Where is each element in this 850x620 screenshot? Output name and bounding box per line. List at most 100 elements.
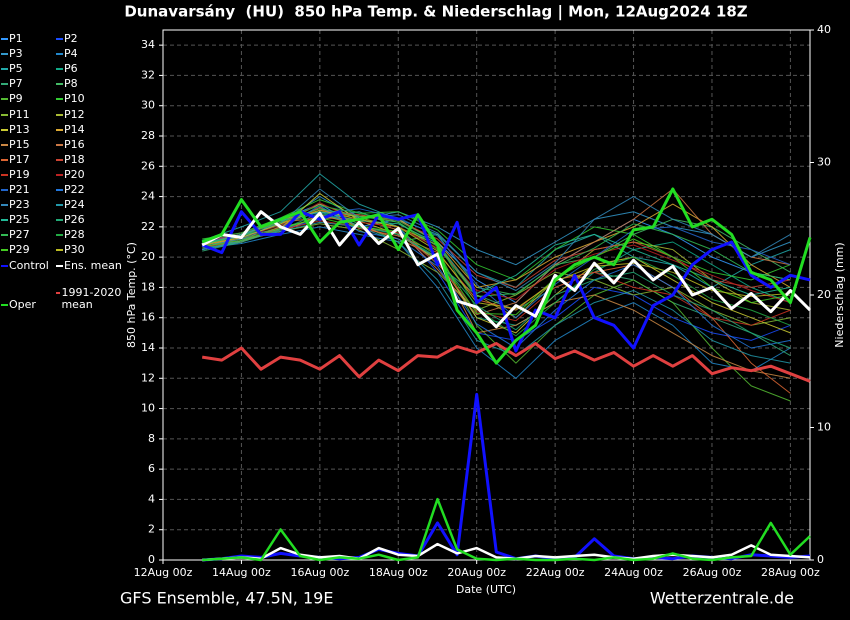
legend-entry: Control [1, 260, 49, 272]
legend-label: P16 [64, 139, 85, 151]
main-line [202, 344, 810, 382]
legend-label: P30 [64, 244, 85, 256]
legend-entry: P13 [1, 124, 30, 136]
y-tick-label: 10 [141, 402, 155, 415]
legend-swatch [56, 234, 63, 236]
x-tick-label: 16Aug 00z [290, 566, 349, 579]
legend-entry: Oper [1, 299, 36, 311]
legend-label: P11 [9, 109, 30, 121]
footer-left: GFS Ensemble, 47.5N, 19E [120, 589, 333, 608]
legend-swatch [1, 234, 8, 236]
legend-swatch [56, 292, 60, 294]
legend-label: P3 [9, 48, 23, 60]
y2-axis-label: Niederschlag (mm) [833, 242, 846, 347]
legend-swatch [56, 204, 63, 206]
legend-entry: P29 [1, 244, 30, 256]
legend-entry: P24 [56, 199, 85, 211]
legend-swatch [56, 98, 63, 100]
legend-label: P4 [64, 48, 78, 60]
legend-swatch [56, 174, 63, 176]
y-tick-label: 8 [148, 432, 155, 445]
legend-swatch [56, 38, 63, 40]
legend-entry: P19 [1, 169, 30, 181]
legend-label: P19 [9, 169, 30, 181]
legend-label: P14 [64, 124, 85, 136]
x-tick-label: 18Aug 00z [369, 566, 428, 579]
legend-swatch [1, 68, 8, 70]
legend-entry: P26 [56, 214, 85, 226]
legend-entry: P17 [1, 154, 30, 166]
y2-tick-label: 0 [817, 553, 824, 566]
x-tick-label: 28Aug 00z [761, 566, 820, 579]
legend-entry: P6 [56, 63, 78, 75]
x-tick-label: 24Aug 00z [604, 566, 663, 579]
legend-entry: P4 [56, 48, 78, 60]
y-tick-label: 34 [141, 38, 155, 51]
legend-entry: 1991-2020 mean [56, 287, 122, 311]
legend-swatch [56, 189, 63, 191]
y-tick-label: 22 [141, 220, 155, 233]
legend-swatch [1, 114, 8, 116]
y-tick-label: 18 [141, 280, 155, 293]
legend-entry: P28 [56, 229, 85, 241]
legend-swatch [1, 219, 8, 221]
y2-tick-label: 30 [817, 156, 831, 169]
legend-swatch [56, 114, 63, 116]
legend-swatch [56, 159, 63, 161]
legend-entry: P22 [56, 184, 85, 196]
y-tick-label: 28 [141, 129, 155, 142]
y-tick-label: 16 [141, 311, 155, 324]
precip-line [202, 394, 810, 560]
legend-label: P25 [9, 214, 30, 226]
member-line [202, 200, 790, 280]
legend-entry: P14 [56, 124, 85, 136]
legend-label: P18 [64, 154, 85, 166]
legend-entry: P1 [1, 33, 23, 45]
y-tick-label: 24 [141, 190, 155, 203]
member-line [202, 215, 790, 401]
legend-entry: P15 [1, 139, 30, 151]
legend-label: P26 [64, 214, 85, 226]
legend-entry: P8 [56, 78, 78, 90]
legend-entry: P3 [1, 48, 23, 60]
x-tick-label: 22Aug 00z [526, 566, 585, 579]
legend-label: P15 [9, 139, 30, 151]
legend-swatch [56, 68, 63, 70]
legend-label: P24 [64, 199, 85, 211]
legend-swatch [1, 304, 8, 306]
chart-title: Dunavarsány (HU) 850 hPa Temp. & Nieders… [124, 3, 747, 22]
legend-label: P12 [64, 109, 85, 121]
legend-entry: Ens. mean [56, 260, 122, 272]
y-tick-label: 12 [141, 371, 155, 384]
legend-swatch [56, 53, 63, 55]
legend-swatch [56, 219, 63, 221]
legend-entry: P25 [1, 214, 30, 226]
footer-right: Wetterzentrale.de [650, 589, 794, 608]
x-tick-label: 14Aug 00z [212, 566, 271, 579]
legend-label: P20 [64, 169, 85, 181]
legend-swatch [56, 129, 63, 131]
legend-swatch [1, 159, 8, 161]
y-axis-label: 850 hPa Temp. (°C) [125, 242, 138, 348]
legend-swatch [56, 144, 63, 146]
legend-entry: P2 [56, 33, 78, 45]
legend-swatch [1, 265, 8, 267]
y-tick-label: 2 [148, 523, 155, 536]
legend-label: P29 [9, 244, 30, 256]
legend-entry: P21 [1, 184, 30, 196]
member-line [202, 189, 790, 291]
legend-swatch [56, 265, 63, 267]
legend-swatch [1, 53, 8, 55]
legend-label: P21 [9, 184, 30, 196]
legend-label: Ens. mean [64, 260, 122, 272]
legend-entry: P11 [1, 109, 30, 121]
y-tick-label: 4 [148, 492, 155, 505]
legend-label: P1 [9, 33, 23, 45]
legend-label: P17 [9, 154, 30, 166]
legend-label: P22 [64, 184, 85, 196]
y-tick-label: 6 [148, 462, 155, 475]
legend-swatch [1, 83, 8, 85]
y2-tick-label: 40 [817, 23, 831, 36]
